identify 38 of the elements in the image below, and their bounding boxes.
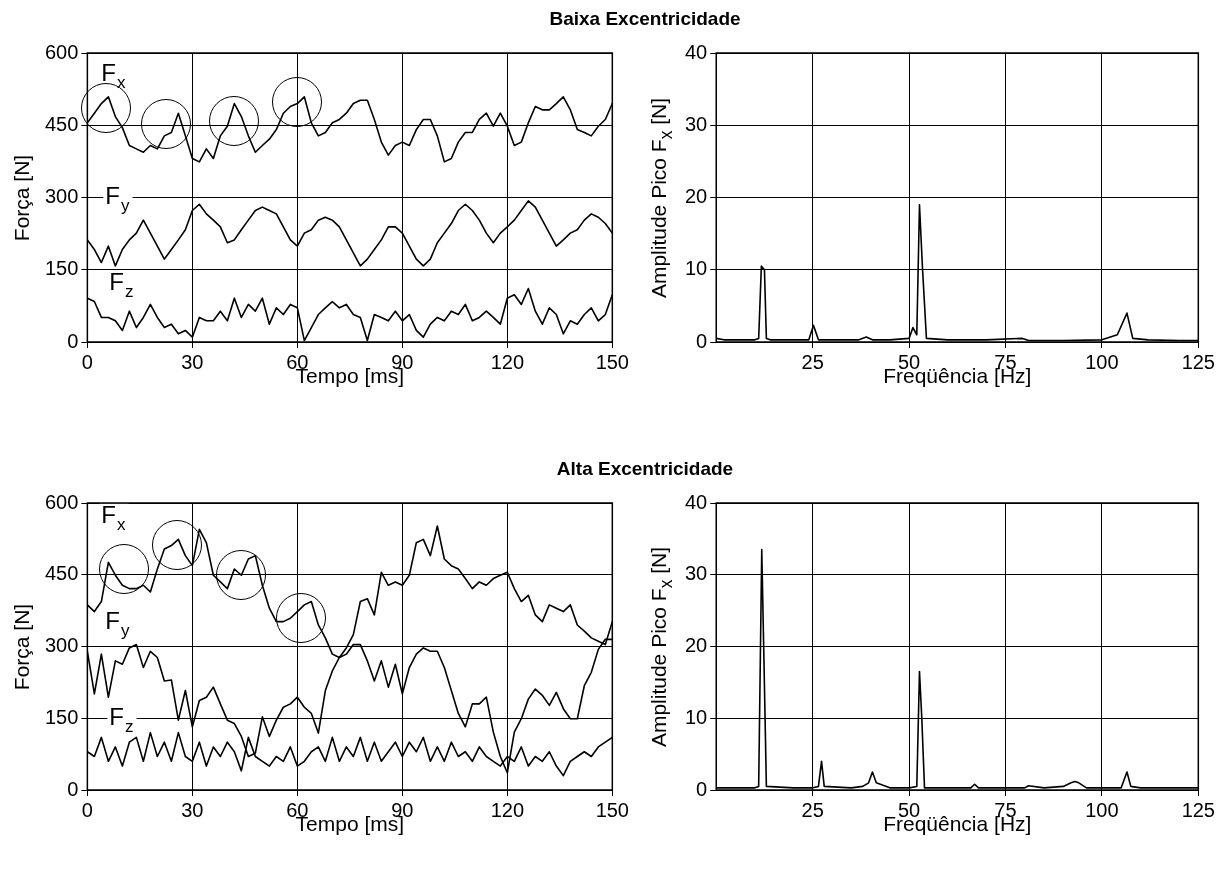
y-tick-label: 300: [44, 185, 79, 208]
y-tick-label: 150: [44, 257, 79, 280]
x-tick-label: 30: [181, 350, 204, 373]
x-tick-label: 120: [490, 350, 525, 373]
x-tick-label: 0: [81, 798, 93, 821]
x-tick-label: 150: [595, 798, 629, 821]
y-tick-label: 30: [685, 112, 708, 135]
x-tick-label: 30: [181, 798, 204, 821]
y-tick-label: 10: [685, 705, 708, 728]
y-tick-label: 20: [685, 185, 708, 208]
x-tick-label: 25: [801, 798, 824, 821]
y-tick-label: 10: [685, 257, 708, 280]
y-tick-label: 0: [67, 329, 79, 352]
chart-title: Baixa Excentricidade: [549, 8, 741, 30]
x-tick-label: 125: [1181, 350, 1215, 373]
x-tick-label: 25: [801, 350, 824, 373]
y-tick-label: 30: [685, 562, 708, 585]
y-tick-label: 450: [44, 562, 79, 585]
x-tick-label: 0: [81, 350, 93, 373]
y-tick-label: 20: [685, 634, 708, 657]
y-tick-label: 40: [685, 490, 708, 513]
y-tick-label: 0: [696, 329, 708, 352]
x-tick-label: 120: [490, 798, 525, 821]
y-tick-label: 150: [44, 705, 79, 728]
y-tick-label: 600: [44, 490, 79, 513]
y-axis-title: Força [N]: [10, 603, 34, 691]
y-tick-label: 600: [44, 40, 79, 63]
x-tick-label: 100: [1085, 350, 1119, 373]
y-tick-label: 0: [696, 777, 708, 800]
y-tick-label: 300: [44, 634, 79, 657]
y-tick-label: 40: [685, 40, 708, 63]
y-axis-title: Força [N]: [10, 154, 34, 242]
y-tick-label: 450: [44, 112, 79, 135]
y-tick-label: 0: [67, 777, 79, 800]
x-tick-label: 100: [1085, 798, 1119, 821]
x-tick-label: 125: [1181, 798, 1215, 821]
chart-title: Alta Excentricidade: [556, 458, 734, 480]
x-tick-label: 150: [595, 350, 629, 373]
